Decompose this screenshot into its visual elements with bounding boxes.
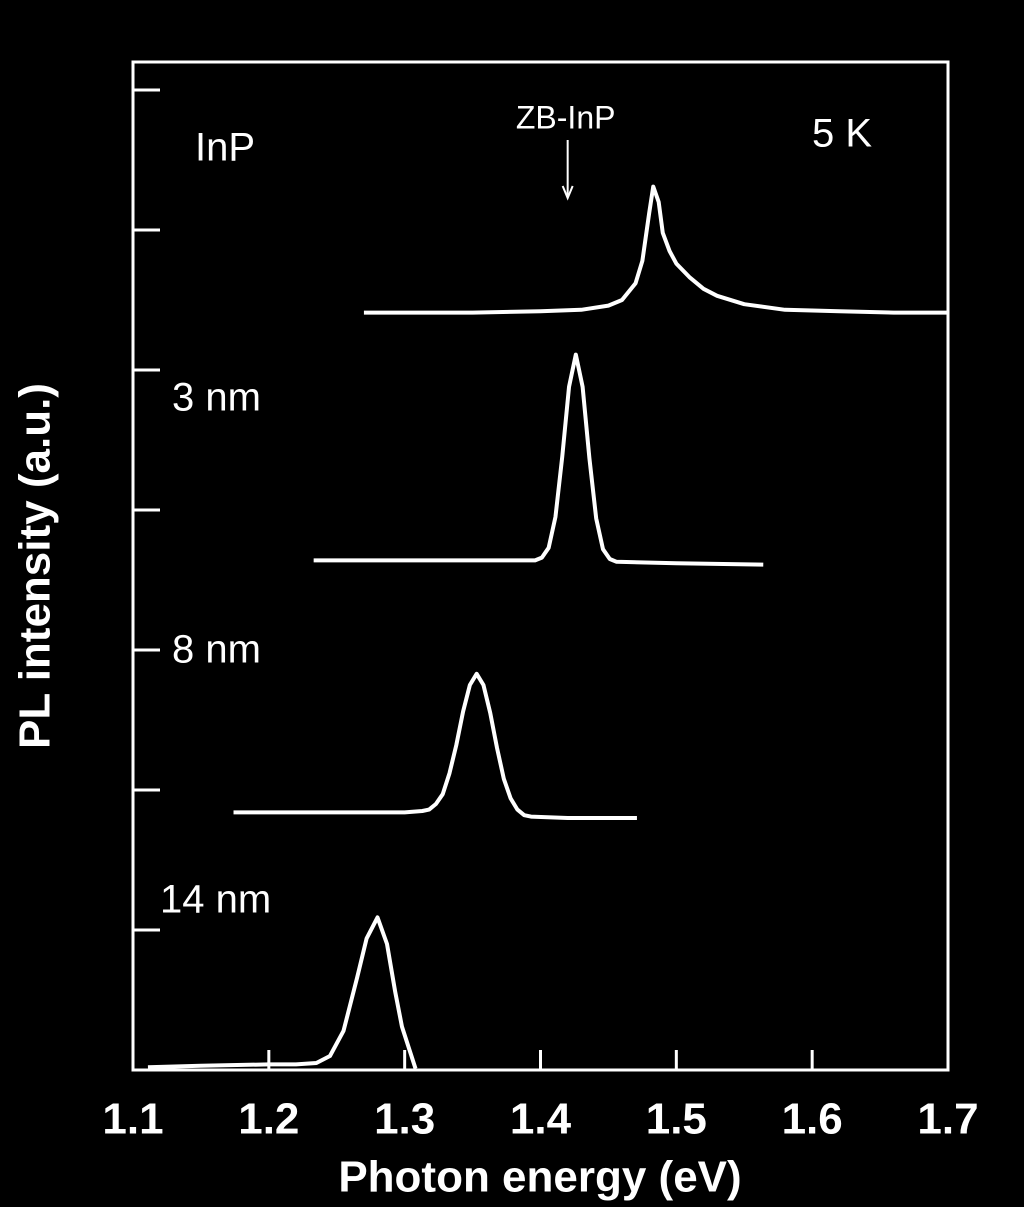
- x-tick-label: 1.4: [510, 1095, 572, 1144]
- x-tick-label: 1.5: [646, 1095, 707, 1144]
- spectrum-line: [147, 915, 418, 1070]
- x-tick-label: 1.2: [238, 1095, 299, 1144]
- annotation: ZB-InP: [516, 99, 616, 135]
- series-label: 3 nm: [172, 376, 261, 420]
- annotation-arrowhead: [561, 185, 574, 201]
- annotation: 5 K: [812, 112, 872, 156]
- series-label: 14 nm: [160, 878, 271, 922]
- annotation: InP: [195, 126, 255, 170]
- spectrum-line: [363, 184, 948, 315]
- spectrum-line: [233, 671, 637, 820]
- x-axis-label: Photon energy (eV): [338, 1153, 741, 1202]
- x-tick-label: 1.6: [782, 1095, 843, 1144]
- series-label: 8 nm: [172, 628, 261, 672]
- x-tick-label: 1.1: [102, 1095, 163, 1144]
- x-tick-label: 1.3: [374, 1095, 435, 1144]
- spectrum-line: [313, 352, 764, 567]
- y-axis-label: PL intensity (a.u.): [11, 383, 60, 749]
- x-tick-label: 1.7: [917, 1095, 978, 1144]
